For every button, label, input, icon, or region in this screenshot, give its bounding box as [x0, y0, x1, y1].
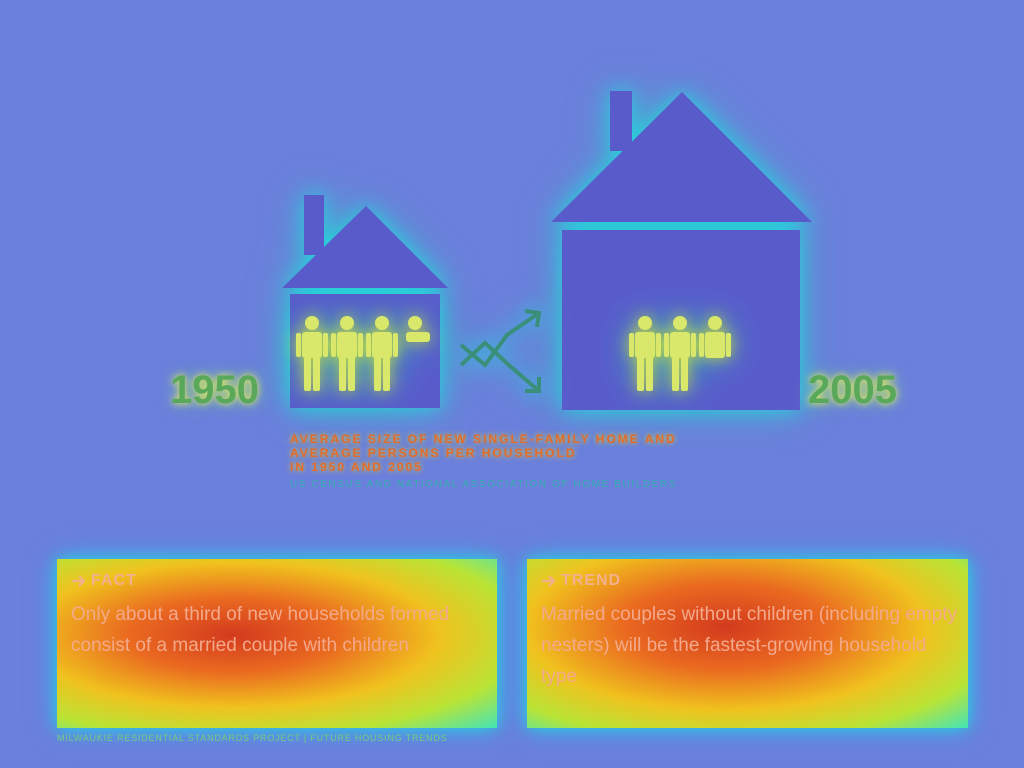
fact-label: FACT — [91, 572, 137, 589]
chart-caption: AVERAGE SIZE OF NEW SINGLE-FAMILY HOME A… — [290, 432, 750, 474]
caption-line-1: AVERAGE SIZE OF NEW SINGLE-FAMILY HOME A… — [290, 432, 677, 446]
source-note: US CENSUS AND NATIONAL ASSOCIATION OF HO… — [290, 479, 678, 490]
trend-label: TREND — [561, 572, 622, 589]
caption-line-3: IN 1950 AND 2005 — [290, 460, 423, 474]
trend-heading: TREND — [541, 572, 621, 590]
fact-text: Only about a third of new households for… — [71, 604, 450, 656]
arrow-right-icon — [72, 575, 86, 587]
trend-arrows-icon — [459, 309, 542, 393]
year-2005-label: 2005 — [808, 368, 897, 412]
trend-text: Married couples without children (includ… — [541, 604, 958, 687]
people-icon — [296, 316, 430, 391]
people-icon — [629, 316, 731, 391]
fact-box: FACT Only about a third of new household… — [57, 559, 497, 728]
trend-box: TREND Married couples without children (… — [527, 559, 968, 728]
caption-line-2: AVERAGE PERSONS PER HOUSEHOLD — [290, 446, 577, 460]
arrow-right-icon — [542, 575, 556, 587]
year-1950-label: 1950 — [170, 368, 259, 412]
fact-heading: FACT — [71, 572, 137, 590]
footer-note: MILWAUKIE RESIDENTIAL STANDARDS PROJECT … — [57, 733, 448, 743]
